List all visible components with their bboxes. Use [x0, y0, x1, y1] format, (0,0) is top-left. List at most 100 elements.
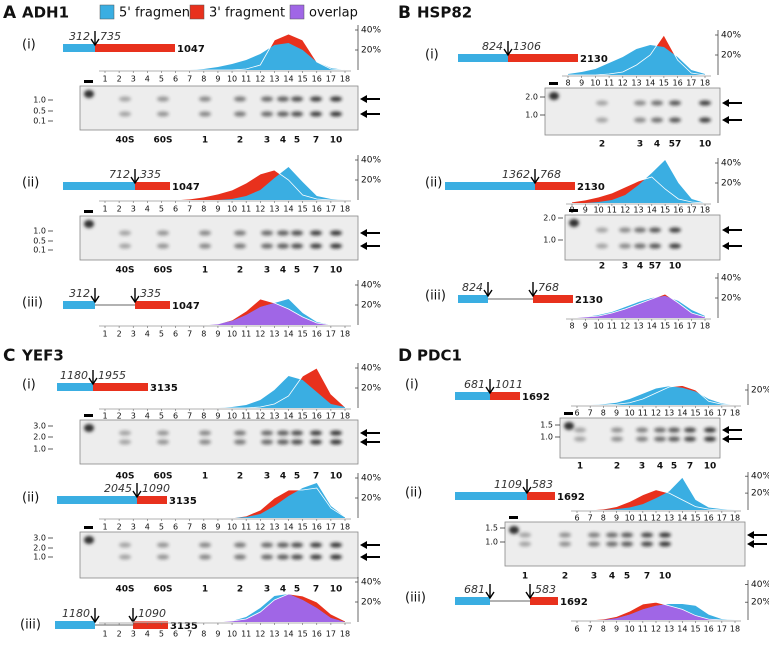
marker-lane — [84, 90, 94, 98]
gel-band — [277, 542, 289, 548]
total-length: 2130 — [580, 54, 608, 65]
y-tick-label: 20% — [361, 301, 381, 311]
three-prime-length: 768 — [538, 281, 559, 294]
lane-label: 1 — [202, 136, 208, 146]
marker-lane — [84, 220, 94, 228]
lane-label: 4 — [637, 262, 643, 272]
gel-band — [199, 243, 211, 249]
fraction-label: 9 — [215, 330, 220, 339]
band-arrow-head — [722, 242, 729, 250]
fraction-label: 9 — [614, 514, 619, 523]
panel-letter: B — [398, 3, 411, 23]
fraction-label: 10 — [227, 412, 237, 421]
gel-band — [606, 541, 618, 547]
legend-label: 5' fragment — [119, 6, 195, 21]
fraction-label: 10 — [227, 75, 237, 84]
lane-label: 1 — [202, 472, 208, 482]
three-prime-segment — [490, 392, 520, 400]
cut-arrow-head — [485, 591, 495, 600]
gel-band — [199, 542, 211, 548]
gel-band — [654, 436, 666, 442]
fraction-label: 17 — [326, 75, 336, 84]
fraction-label: 3 — [131, 523, 136, 532]
three-prime-length: 583 — [535, 583, 556, 596]
three-prime-length: 1090 — [142, 482, 170, 495]
three-prime-length: 1090 — [138, 607, 166, 620]
five-prime-area — [568, 45, 705, 75]
band-arrow-head — [360, 541, 367, 549]
fraction-label: 16 — [704, 409, 714, 418]
gel-band — [119, 439, 131, 445]
gel-band — [330, 96, 342, 102]
gel-band — [668, 427, 680, 433]
gel-band — [621, 532, 633, 538]
marker-lane — [84, 536, 94, 544]
gel-band — [330, 542, 342, 548]
fraction-label: 6 — [574, 514, 579, 523]
fraction-label: 9 — [583, 322, 588, 331]
row-label: (i) — [425, 48, 439, 63]
total-length: 2130 — [577, 182, 605, 193]
fraction-label: 8 — [601, 514, 606, 523]
gel-band — [277, 243, 289, 249]
size-label: 1.0 — [525, 111, 538, 120]
three-prime-outline — [105, 367, 346, 409]
gel-band — [634, 100, 646, 106]
fraction-label: 11 — [241, 412, 251, 421]
gel-band — [669, 243, 681, 249]
gel-band — [291, 554, 303, 560]
lane-label: 10 — [704, 462, 717, 472]
fraction-label: 16 — [312, 412, 322, 421]
three-prime-segment — [535, 182, 575, 190]
fraction-label: 7 — [588, 514, 593, 523]
five-prime-segment — [57, 383, 93, 391]
fraction-label: 14 — [283, 75, 293, 84]
y-tick-label: 20% — [361, 598, 381, 608]
y-tick-label: 40% — [361, 364, 381, 374]
fraction-label: 11 — [241, 75, 251, 84]
marker-bar — [509, 516, 518, 519]
lane-label: 2 — [237, 136, 243, 146]
fraction-label: 18 — [700, 322, 710, 331]
fraction-label: 12 — [255, 412, 265, 421]
row-label: (ii) — [405, 486, 422, 501]
band-arrow-head — [360, 429, 367, 437]
fraction-label: 12 — [255, 523, 265, 532]
gel-band — [659, 541, 671, 547]
fraction-label: 10 — [625, 625, 635, 634]
fraction-label: 9 — [215, 523, 220, 532]
y-tick-label: 40% — [361, 26, 381, 36]
fraction-label: 10 — [594, 322, 604, 331]
fraction-label: 18 — [700, 79, 710, 88]
lane-label: 2 — [599, 140, 605, 150]
gel-band — [261, 430, 273, 436]
fraction-label: 15 — [690, 514, 700, 523]
three-prime-segment — [527, 492, 555, 500]
gel-band — [234, 230, 246, 236]
lane-label: 60S — [153, 136, 172, 146]
fraction-label: 2 — [117, 205, 122, 214]
cut-arrow-head — [130, 295, 140, 304]
size-label: 2.0 — [33, 544, 46, 553]
gel-band — [559, 532, 571, 538]
three-prime-length: 335 — [140, 287, 161, 300]
size-label: 1.0 — [33, 96, 46, 105]
gel-band — [234, 554, 246, 560]
gel-band — [699, 100, 711, 106]
gel-band — [704, 427, 716, 433]
fraction-label: 16 — [704, 514, 714, 523]
five-prime-length: 824 — [482, 40, 503, 53]
gel-band — [574, 427, 586, 433]
y-tick-label: 20% — [361, 46, 381, 56]
size-label: 0.1 — [33, 117, 46, 126]
gel-band — [291, 542, 303, 548]
band-arrow-head — [360, 229, 367, 237]
overlap-area — [572, 296, 705, 318]
fraction-label: 17 — [687, 322, 697, 331]
fraction-label: 1 — [102, 412, 107, 421]
fraction-label: 4 — [145, 75, 150, 84]
lane-label: 10 — [669, 262, 682, 272]
gene-name: HSP82 — [417, 4, 472, 22]
size-label: 1.0 — [33, 553, 46, 562]
